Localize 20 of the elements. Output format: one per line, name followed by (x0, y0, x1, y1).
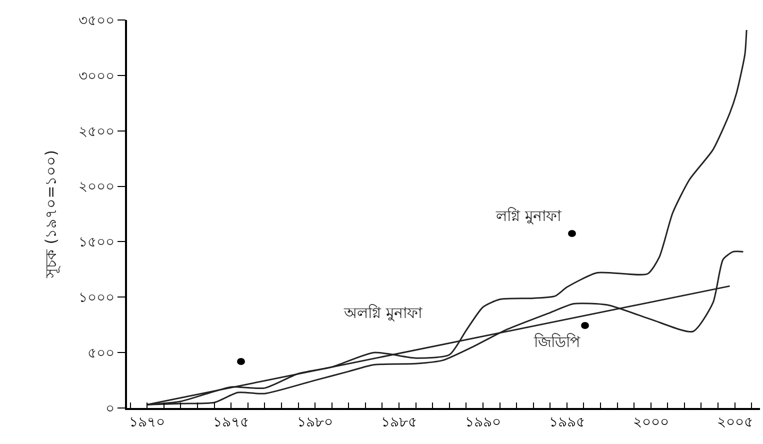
x-tick-label: ১৯৯০ (464, 414, 501, 431)
x-tick-label: ২০০০ (632, 414, 669, 431)
y-tick-label: ৫০০ (87, 345, 114, 362)
y-axis-title: সূচক (১৯৭০=১০০) (42, 150, 62, 280)
annotation: জিডিপি (533, 333, 581, 351)
y-tick-label: ১৫০০ (78, 234, 114, 251)
x-tick-label: ১৯৮৫ (381, 414, 418, 431)
x-tick-label: ১৯৮০ (297, 414, 334, 431)
y-tick-label: ০ (105, 400, 114, 417)
annotation: অলগ্নি মুনাফা (343, 304, 423, 322)
x-tick-label: ১৯৭৫ (213, 414, 250, 431)
x-tick-label: ১৯৭০ (129, 414, 166, 431)
x-tick-label: ২০০৫ (716, 414, 753, 431)
y-tick-label: ২০০০ (78, 179, 114, 196)
y-tick-label: ৩০০০ (78, 68, 114, 84)
x-tick-label: ১৯৯৫ (548, 414, 585, 431)
y-tick-label: ৩৫০০ (78, 12, 114, 29)
y-tick-label: ২৫০০ (78, 124, 114, 140)
y-tick-label: ১০০০ (78, 290, 114, 306)
annotation: লগ্নি মুনাফা (495, 207, 562, 225)
